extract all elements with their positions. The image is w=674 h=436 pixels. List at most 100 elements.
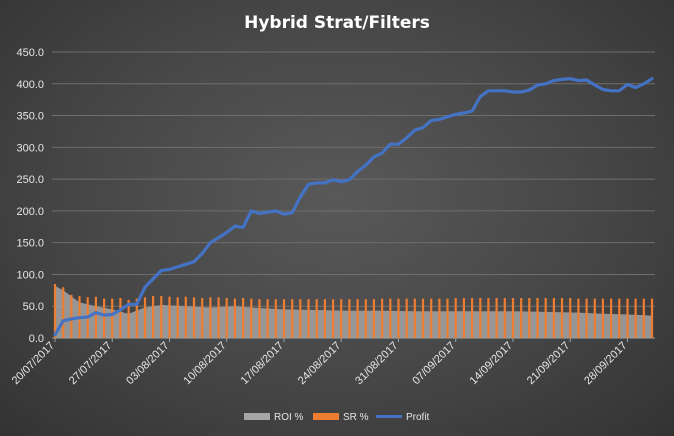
sr-bar: [552, 298, 555, 338]
sr-bar: [381, 298, 384, 338]
x-tick-label: 03/08/2017: [124, 340, 171, 387]
sr-bar: [348, 299, 351, 338]
sr-bar: [446, 298, 449, 338]
sr-bar: [332, 299, 335, 338]
sr-bar: [291, 299, 294, 338]
sr-bar: [650, 298, 654, 338]
y-tick-label: 400.0: [16, 79, 44, 91]
sr-bar: [511, 298, 515, 338]
sr-bar: [544, 298, 547, 338]
sr-bar: [127, 299, 130, 338]
x-tick-label: 21/09/2017: [525, 340, 572, 387]
sr-bar: [152, 296, 155, 338]
sr-bar: [217, 297, 220, 338]
sr-bar: [569, 298, 572, 338]
sr-bar: [364, 299, 367, 338]
legend-label-sr: SR %: [343, 412, 369, 423]
sr-bar: [225, 298, 228, 338]
sr-bar: [250, 298, 253, 338]
y-tick-label: 0.0: [29, 333, 44, 345]
x-tick-label: 24/08/2017: [296, 340, 343, 387]
sr-bar: [282, 299, 286, 338]
sr-bar: [323, 299, 326, 338]
sr-bar: [626, 298, 629, 338]
legend-label-profit: Profit: [406, 412, 430, 423]
sr-bar: [184, 296, 187, 338]
sr-bar: [176, 297, 179, 338]
sr-bar: [62, 287, 65, 338]
sr-bar: [209, 297, 212, 338]
sr-bar: [593, 298, 596, 338]
sr-bar: [372, 299, 375, 338]
sr-bar: [168, 296, 171, 338]
y-tick-label: 200.0: [16, 206, 44, 218]
sr-bar: [479, 298, 482, 338]
sr-bar: [160, 296, 163, 338]
x-tick-label: 20/07/2017: [10, 340, 57, 387]
sr-bar: [462, 298, 465, 338]
sr-bar: [242, 298, 245, 338]
sr-bar: [143, 297, 147, 338]
y-tick-label: 300.0: [16, 142, 44, 154]
x-tick-label: 28/09/2017: [582, 340, 629, 387]
y-axis: 0.0 50.0 100.0 150.0 200.0 250.0 300.0 350.0 400…: [16, 47, 44, 345]
y-tick-label: 250.0: [16, 174, 44, 186]
sr-bar: [389, 298, 392, 338]
sr-bar: [111, 298, 114, 338]
profit-series: [53, 77, 654, 337]
sr-bar: [487, 298, 490, 338]
x-axis: 20/07/2017 27/07/2017 03/08/2017 10/08/2017…: [10, 338, 630, 387]
profit-line: [53, 77, 654, 337]
sr-bar: [585, 298, 588, 338]
y-tick-label: 450.0: [16, 47, 44, 59]
sr-bar: [258, 299, 261, 338]
sr-bar: [520, 298, 523, 338]
sr-bar: [610, 298, 613, 338]
sr-bar: [642, 298, 645, 338]
x-tick-label: 10/08/2017: [181, 340, 228, 387]
y-tick-label: 350.0: [16, 111, 44, 123]
y-tick-label: 150.0: [16, 238, 44, 250]
sr-bar: [397, 298, 400, 338]
sr-bar: [201, 298, 204, 338]
roi-series: [55, 285, 652, 338]
sr-bar: [70, 294, 73, 338]
sr-bar: [274, 299, 277, 338]
sr-bar: [454, 298, 457, 338]
sr-bar: [503, 298, 506, 338]
sr-bar: [421, 298, 425, 338]
sr-bar: [577, 298, 580, 338]
legend-label-roi: ROI %: [274, 412, 304, 423]
sr-bar: [135, 298, 138, 338]
y-tick-label: 50.0: [23, 301, 44, 313]
sr-bar: [266, 299, 269, 338]
sr-bar: [438, 298, 441, 338]
x-tick-label: 14/09/2017: [468, 340, 515, 387]
sr-bar: [430, 298, 433, 338]
sr-bar: [601, 298, 604, 338]
sr-bar: [618, 298, 621, 338]
roi-area: [55, 285, 652, 338]
sr-bar: [413, 298, 416, 338]
sr-bar: [192, 297, 196, 338]
chart-title: Hybrid Strat/Filters: [244, 13, 430, 33]
sr-bar: [471, 298, 474, 338]
sr-bar: [233, 298, 236, 338]
sr-bar: [405, 298, 408, 338]
sr-bar: [307, 299, 310, 338]
sr-bar: [94, 296, 97, 338]
sr-bar: [103, 298, 106, 338]
sr-bar: [53, 284, 57, 338]
sr-bar: [536, 298, 539, 338]
sr-bar: [495, 298, 498, 338]
sr-bar: [356, 299, 359, 338]
sr-bar: [560, 298, 564, 338]
legend-swatch-roi: [244, 413, 270, 420]
x-tick-label: 31/08/2017: [353, 340, 400, 387]
legend-swatch-sr: [313, 413, 339, 420]
x-tick-label: 27/07/2017: [67, 340, 114, 387]
x-tick-label: 07/09/2017: [410, 340, 457, 387]
sr-bar: [119, 298, 122, 338]
